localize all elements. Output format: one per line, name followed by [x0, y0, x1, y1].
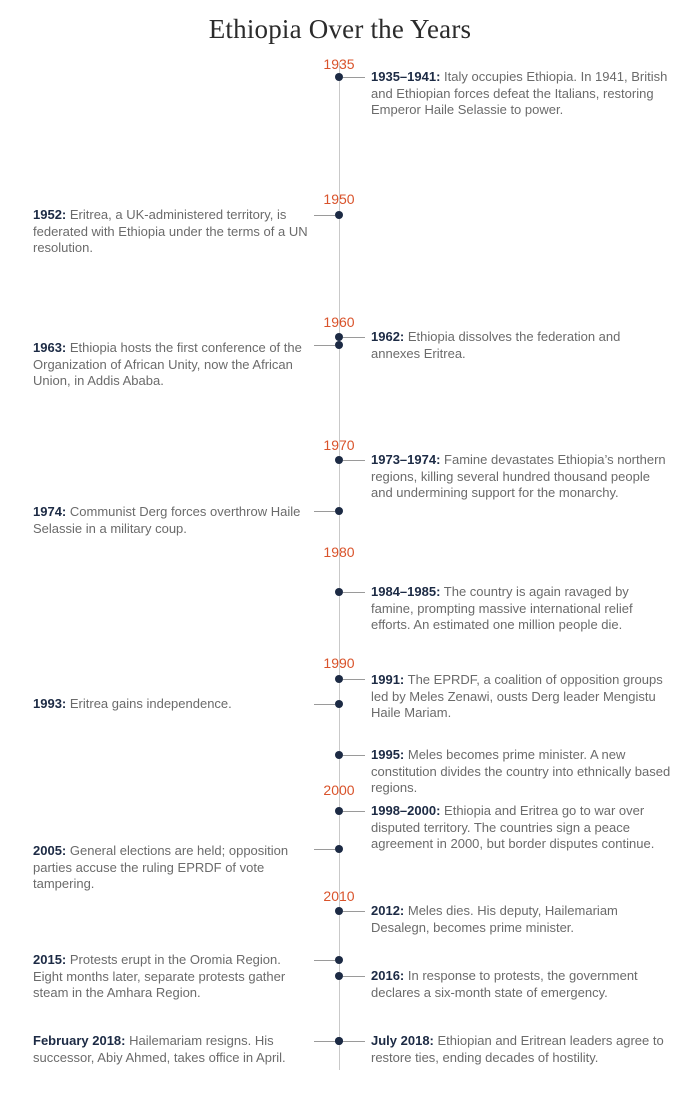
year-label-1960: 1960: [323, 314, 355, 330]
event-date: February 2018:: [33, 1033, 126, 1048]
timeline-event-july-2018: July 2018: Ethiopian and Eritrean leader…: [371, 1033, 671, 1066]
event-description: The country is again ravaged by famine, …: [371, 584, 633, 632]
event-connector: [343, 592, 365, 593]
event-dot: [335, 211, 343, 219]
event-date: July 2018:: [371, 1033, 434, 1048]
event-date: 1935–1941:: [371, 69, 441, 84]
timeline-event-1952: 1952: Eritrea, a UK-administered territo…: [33, 207, 309, 257]
timeline-event-1995: 1995: Meles becomes prime minister. A ne…: [371, 747, 671, 797]
timeline-event-february-2018: February 2018: Hailemariam resigns. His …: [33, 1033, 309, 1066]
event-date: 1973–1974:: [371, 452, 441, 467]
timeline-event-1998-2000: 1998–2000: Ethiopia and Eritrea go to wa…: [371, 803, 671, 853]
event-connector: [343, 337, 365, 338]
year-label-1990: 1990: [323, 655, 355, 671]
event-date: 1974:: [33, 504, 67, 519]
event-connector: [343, 460, 365, 461]
event-date: 2016:: [371, 968, 405, 983]
event-connector: [343, 77, 365, 78]
event-connector: [314, 960, 335, 961]
event-connector: [314, 704, 335, 705]
event-dot: [335, 456, 343, 464]
timeline-event-1973-1974: 1973–1974: Famine devastates Ethiopia’s …: [371, 452, 671, 502]
timeline-event-1935-1941: 1935–1941: Italy occupies Ethiopia. In 1…: [371, 69, 671, 119]
page-title: Ethiopia Over the Years: [208, 14, 472, 44]
event-dot: [335, 675, 343, 683]
event-description: In response to protests, the government …: [371, 968, 638, 1000]
timeline-event-1974: 1974: Communist Derg forces overthrow Ha…: [33, 504, 309, 537]
event-description: Communist Derg forces overthrow Haile Se…: [33, 504, 301, 536]
event-description: Meles becomes prime minister. A new cons…: [371, 747, 671, 795]
event-dot: [335, 845, 343, 853]
event-description: Hailemariam resigns. His successor, Abiy…: [33, 1033, 286, 1065]
event-date: 1995:: [371, 747, 405, 762]
event-description: Famine devastates Ethiopia’s northern re…: [371, 452, 666, 500]
year-label-2000: 2000: [323, 782, 355, 798]
event-description: Ethiopia and Eritrea go to war over disp…: [371, 803, 655, 851]
event-connector: [343, 1041, 365, 1042]
event-description: Meles dies. His deputy, Hailemariam Desa…: [371, 903, 618, 935]
timeline-event-2015: 2015: Protests erupt in the Oromia Regio…: [33, 952, 309, 1002]
event-connector: [314, 849, 335, 850]
event-connector: [343, 679, 365, 680]
event-connector: [343, 976, 365, 977]
event-dot: [335, 972, 343, 980]
event-dot: [335, 1037, 343, 1045]
year-label-1935: 1935: [323, 56, 355, 72]
year-label-1970: 1970: [323, 437, 355, 453]
timeline-event-1962: 1962: Ethiopia dissolves the federation …: [371, 329, 671, 362]
event-date: 1952:: [33, 207, 67, 222]
event-description: Ethiopia dissolves the federation and an…: [371, 329, 621, 361]
event-dot: [335, 73, 343, 81]
event-date: 2005:: [33, 843, 67, 858]
timeline-axis: [339, 62, 340, 1070]
event-description: General elections are held; opposition p…: [33, 843, 289, 891]
event-connector: [314, 1041, 335, 1042]
event-dot: [335, 807, 343, 815]
event-date: 1963:: [33, 340, 67, 355]
event-description: The EPRDF, a coalition of opposition gro…: [371, 672, 663, 720]
event-date: 1962:: [371, 329, 405, 344]
event-description: Italy occupies Ethiopia. In 1941, Britis…: [371, 69, 668, 117]
event-dot: [335, 341, 343, 349]
event-date: 2015:: [33, 952, 67, 967]
event-date: 1998–2000:: [371, 803, 441, 818]
event-connector: [314, 215, 335, 216]
year-label-1950: 1950: [323, 191, 355, 207]
event-dot: [335, 700, 343, 708]
event-dot: [335, 333, 343, 341]
event-date: 1991:: [371, 672, 405, 687]
event-connector: [314, 345, 335, 346]
event-date: 1984–1985:: [371, 584, 441, 599]
year-label-1980: 1980: [323, 544, 355, 560]
event-dot: [335, 507, 343, 515]
timeline-event-1991: 1991: The EPRDF, a coalition of oppositi…: [371, 672, 671, 722]
year-label-2010: 2010: [323, 888, 355, 904]
event-date: 2012:: [371, 903, 405, 918]
timeline-event-2005: 2005: General elections are held; opposi…: [33, 843, 309, 893]
timeline-event-2016: 2016: In response to protests, the gover…: [371, 968, 671, 1001]
event-connector: [343, 911, 365, 912]
event-connector: [314, 511, 335, 512]
event-description: Ethiopian and Eritrean leaders agree to …: [371, 1033, 664, 1065]
event-dot: [335, 588, 343, 596]
event-date: 1993:: [33, 696, 67, 711]
event-connector: [343, 811, 365, 812]
event-dot: [335, 907, 343, 915]
event-description: Eritrea, a UK-administered territory, is…: [33, 207, 308, 255]
timeline-event-2012: 2012: Meles dies. His deputy, Hailemaria…: [371, 903, 671, 936]
event-description: Ethiopia hosts the first conference of t…: [33, 340, 302, 388]
event-connector: [343, 755, 365, 756]
event-description: Protests erupt in the Oromia Region. Eig…: [33, 952, 286, 1000]
timeline-event-1984-1985: 1984–1985: The country is again ravaged …: [371, 584, 671, 634]
timeline-event-1963: 1963: Ethiopia hosts the first conferenc…: [33, 340, 309, 390]
event-dot: [335, 956, 343, 964]
event-description: Eritrea gains independence.: [69, 696, 232, 711]
event-dot: [335, 751, 343, 759]
timeline-event-1993: 1993: Eritrea gains independence.: [33, 696, 309, 713]
